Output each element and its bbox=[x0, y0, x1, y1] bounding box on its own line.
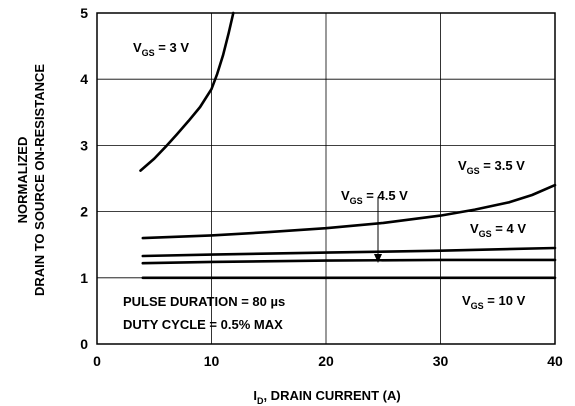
label-vgs-3v: VGS = 3 V bbox=[133, 40, 189, 58]
x-axis-label: ID, DRAIN CURRENT (A) bbox=[253, 388, 400, 406]
series-line-0 bbox=[139, 11, 235, 172]
label-arrow-head bbox=[374, 254, 382, 263]
series-line-1 bbox=[141, 183, 557, 240]
y-tick-label: 3 bbox=[80, 137, 88, 153]
y-tick-label: 0 bbox=[80, 336, 88, 352]
label-vgs-3-5v: VGS = 3.5 V bbox=[458, 158, 525, 176]
label-vgs-4-5v: VGS = 4.5 V bbox=[341, 188, 408, 206]
tick-labels: 0 10 20 30 40 0 1 2 3 4 5 bbox=[80, 5, 563, 369]
label-vgs-4v: VGS = 4 V bbox=[470, 221, 526, 239]
y-axis-label-line1: NORMALIZED bbox=[15, 137, 30, 224]
x-tick-label: 30 bbox=[433, 353, 449, 369]
series-lines bbox=[139, 11, 557, 280]
label-vgs-10v: VGS = 10 V bbox=[462, 293, 526, 311]
x-tick-label: 0 bbox=[93, 353, 101, 369]
y-tick-label: 4 bbox=[80, 71, 88, 87]
y-tick-label: 1 bbox=[80, 270, 88, 286]
y-tick-label: 2 bbox=[80, 204, 88, 220]
y-axis-label-line2: DRAIN TO SOURCE ON-RESISTANCE bbox=[32, 64, 47, 296]
note-duty-cycle: DUTY CYCLE = 0.5% MAX bbox=[123, 317, 283, 332]
x-tick-label: 20 bbox=[318, 353, 334, 369]
series-line-3 bbox=[141, 258, 557, 265]
y-tick-label: 5 bbox=[80, 5, 88, 21]
x-tick-label: 10 bbox=[204, 353, 220, 369]
series-line-2 bbox=[141, 246, 557, 258]
note-pulse-duration: PULSE DURATION = 80 µs bbox=[123, 294, 285, 309]
x-tick-label: 40 bbox=[547, 353, 563, 369]
plot-frame bbox=[96, 12, 556, 345]
